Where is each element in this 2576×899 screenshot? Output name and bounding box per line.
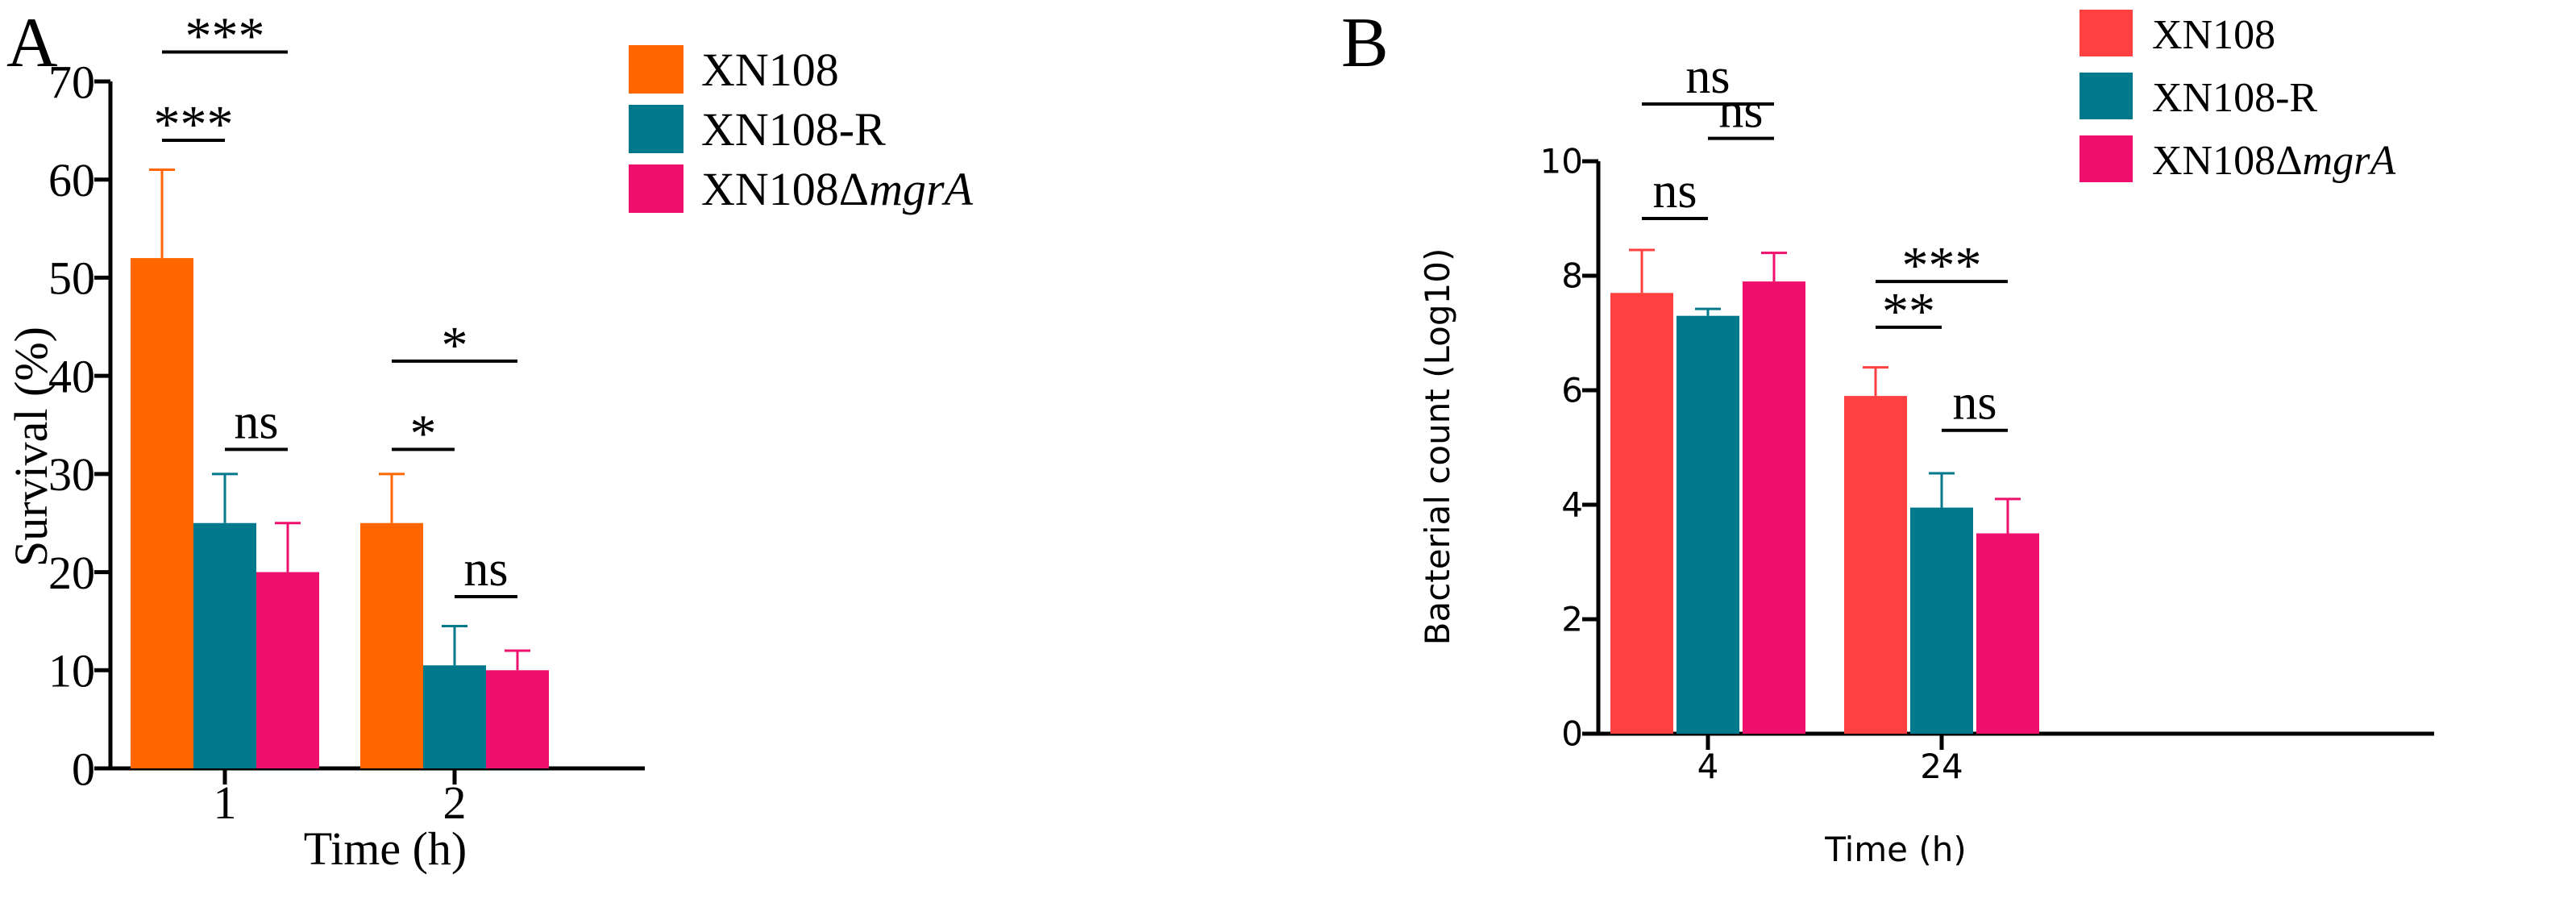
y-tick-label: 0 — [72, 743, 95, 795]
bar — [1743, 281, 1805, 735]
y-tick-label: 20 — [48, 547, 95, 599]
legend-label: XN108 — [701, 44, 839, 96]
y-tick-label: 10 — [48, 645, 95, 697]
legend-label: XN108 — [2152, 12, 2275, 58]
significance-label: *** — [154, 95, 234, 154]
y-tick-label: 2 — [1561, 600, 1583, 639]
legend-swatch — [2079, 10, 2133, 56]
legend-label: XN108-R — [2152, 75, 2317, 121]
legend-label: XN108ΔmgrA — [701, 163, 974, 215]
panel-b-chart: B Bacterial count (Log10) Time (h) 02468… — [1341, 4, 2434, 869]
bar — [423, 665, 486, 768]
significance-label: * — [442, 316, 468, 375]
y-tick-label: 70 — [48, 56, 95, 108]
legend-item: XN108-R — [2079, 73, 2317, 121]
legend-item: XN108 — [2079, 10, 2275, 58]
bar — [131, 258, 193, 769]
panel-a-x-axis-label: Time (h) — [304, 822, 467, 875]
y-tick-label: 4 — [1561, 485, 1583, 525]
y-tick-label: 8 — [1561, 256, 1583, 296]
y-tick-label: 30 — [48, 448, 95, 501]
bar — [1610, 293, 1673, 734]
legend-swatch — [2079, 135, 2133, 182]
bar — [1976, 533, 2039, 734]
bar — [486, 670, 549, 768]
panel-a-chart: A Survival (%) Time (h) 010203040506070 … — [5, 4, 974, 875]
y-tick-label: 0 — [1561, 714, 1583, 754]
significance-label: *** — [1902, 236, 1982, 295]
significance-label: ns — [1652, 164, 1697, 219]
significance-label: ns — [234, 394, 278, 449]
y-tick-label: 60 — [48, 154, 95, 206]
legend-swatch — [629, 164, 683, 213]
bar — [360, 522, 423, 768]
y-tick-label: 40 — [48, 350, 95, 402]
panel-a-legend: XN108 XN108-R XN108ΔmgrA — [629, 44, 974, 215]
panel-b-label: B — [1341, 4, 1389, 82]
significance-label: *** — [185, 6, 265, 65]
bar — [256, 572, 319, 768]
bar — [193, 522, 256, 768]
significance-label: ns — [463, 542, 508, 597]
significance-label: ** — [1882, 282, 1935, 341]
panel-a-y-axis-label: Survival (%) — [5, 327, 57, 567]
y-tick-label: 6 — [1561, 371, 1583, 410]
y-tick-label: 50 — [48, 252, 95, 305]
x-tick-label: 24 — [1920, 747, 1963, 786]
bar — [1910, 507, 1973, 734]
legend-item: XN108-R — [629, 103, 886, 156]
significance-label: * — [410, 404, 437, 463]
panel-b-legend: XN108 XN108-R XN108ΔmgrA — [2079, 10, 2395, 184]
x-tick-label: 2 — [443, 776, 467, 829]
panel-a-label: A — [6, 4, 58, 82]
panel-b-x-axis-label: Time (h) — [1824, 830, 1967, 869]
panel-b-y-axis-label: Bacterial count (Log10) — [1418, 248, 1457, 646]
y-tick-label: 10 — [1540, 142, 1583, 181]
legend-swatch — [629, 45, 683, 94]
legend-label: XN108ΔmgrA — [2152, 138, 2395, 184]
significance-label: ns — [1718, 84, 1763, 139]
x-tick-label: 1 — [214, 776, 237, 829]
legend-item: XN108ΔmgrA — [2079, 135, 2395, 184]
legend-swatch — [2079, 73, 2133, 119]
legend-swatch — [629, 105, 683, 153]
bar — [1844, 396, 1907, 734]
significance-label: ns — [1952, 376, 1996, 431]
legend-item: XN108 — [629, 44, 839, 96]
legend-item: XN108ΔmgrA — [629, 163, 974, 215]
x-tick-label: 4 — [1697, 747, 1719, 786]
legend-label: XN108-R — [701, 103, 886, 156]
bar — [1676, 315, 1739, 734]
significance-label: ns — [1685, 49, 1730, 104]
